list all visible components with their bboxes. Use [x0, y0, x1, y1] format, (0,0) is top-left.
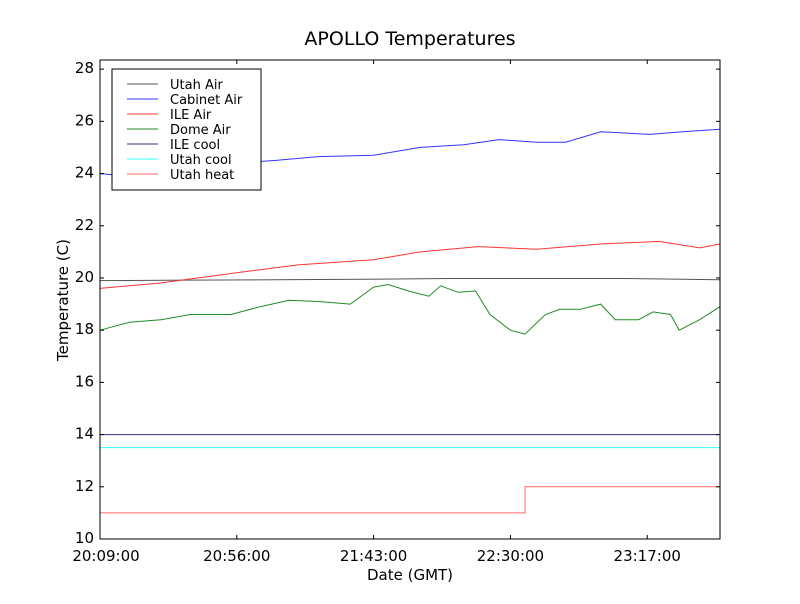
- x-tick-label: 20:56:00: [203, 547, 270, 565]
- y-tick-label: 22: [75, 216, 94, 234]
- y-tick-label: 14: [75, 425, 94, 443]
- y-tick-label: 24: [75, 164, 94, 182]
- chart-title: APOLLO Temperatures: [304, 28, 515, 50]
- series-line-utah-air: [99, 278, 721, 282]
- y-tick-label: 28: [75, 59, 94, 77]
- legend-label-ile-cool: ILE cool: [170, 138, 220, 153]
- legend-label-utah-cool: Utah cool: [170, 153, 232, 168]
- y-tick-label: 12: [75, 477, 94, 495]
- legend-label-dome-air: Dome Air: [170, 123, 231, 138]
- x-tick-label: 22:30:00: [477, 547, 544, 565]
- y-tick-label: 26: [75, 111, 94, 129]
- series-line-ile-air: [99, 240, 721, 289]
- x-tick-label: 20:09:00: [72, 547, 139, 565]
- axis-ticks: 10 12 14 16 18 20 22 24 26 28 20:09:00 20:56:00 21:4…: [72, 59, 720, 565]
- legend-label-ile-air: ILE Air: [170, 108, 212, 123]
- y-axis-label: Temperature (C): [54, 239, 72, 362]
- series-line-dome-air: [99, 283, 721, 335]
- legend-label-utah-air: Utah Air: [170, 78, 223, 93]
- legend-label-cabinet-air: Cabinet Air: [170, 93, 243, 108]
- y-tick-label: 10: [75, 529, 94, 547]
- y-tick-label: 20: [75, 268, 94, 286]
- x-tick-label: 21:43:00: [340, 547, 407, 565]
- legend-label-utah-heat: Utah heat: [170, 168, 234, 183]
- series-line-utah-heat: [100, 486, 720, 514]
- x-axis-label: Date (GMT): [367, 566, 453, 584]
- y-tick-label: 16: [75, 372, 94, 390]
- plot-frame: [99, 59, 721, 540]
- x-tick-label: 23:17:00: [614, 547, 681, 565]
- y-tick-label: 18: [75, 320, 94, 338]
